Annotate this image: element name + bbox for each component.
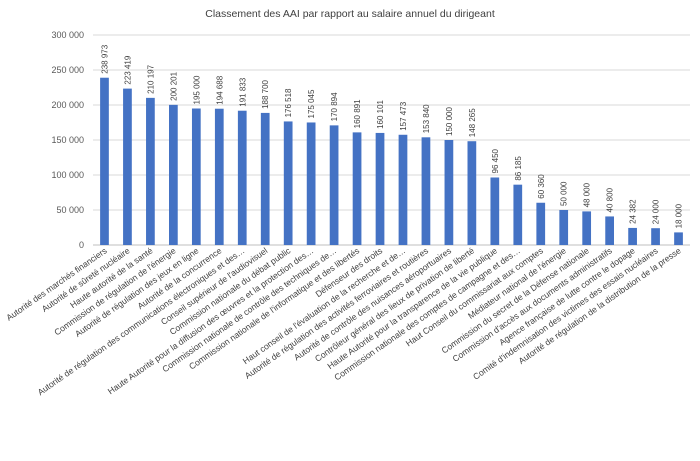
data-label: 86 185: [514, 156, 523, 181]
data-label: 153 840: [422, 104, 431, 133]
data-label: 194 688: [215, 75, 224, 104]
data-label: 18 000: [675, 203, 684, 228]
data-labels: 238 973 223 419 210 197 200 201 195 000 194 6…: [100, 44, 683, 228]
bar: [605, 216, 614, 245]
data-label: 238 973: [100, 44, 109, 73]
y-tick-label: 50 000: [56, 205, 84, 215]
bar: [628, 227, 637, 245]
bar: [582, 211, 592, 245]
data-label: 160 101: [376, 99, 385, 128]
y-tick-label: 300 000: [51, 30, 84, 40]
bar: [283, 121, 293, 245]
bar: [421, 137, 431, 245]
bar: [398, 134, 408, 245]
bars: [100, 77, 683, 246]
data-label: 40 800: [606, 187, 615, 212]
bar: [169, 104, 178, 245]
category-labels: Autorité des marchés financiersAutorité …: [4, 245, 683, 397]
bar: [329, 125, 339, 245]
data-label: 148 265: [468, 108, 477, 137]
bar: [237, 110, 247, 245]
data-label: 96 450: [491, 148, 500, 173]
chart-title: Classement des AAI par rapport au salair…: [205, 8, 495, 20]
y-tick-label: 200 000: [51, 100, 84, 110]
data-label: 24 000: [652, 199, 661, 224]
data-label: 160 891: [353, 99, 362, 128]
bar: [260, 112, 270, 245]
data-label: 223 419: [123, 55, 132, 84]
bar: [191, 108, 201, 245]
y-tick-label: 150 000: [51, 135, 84, 145]
gridlines: [93, 34, 690, 246]
y-axis-ticks: 0 50 000 100 000 150 000 200 000 250 000 300 0…: [51, 30, 84, 250]
bar: [375, 132, 385, 245]
data-label: 175 045: [307, 89, 316, 118]
bar: [674, 232, 683, 245]
data-label: 24 382: [629, 199, 638, 224]
data-label: 150 000: [445, 107, 454, 136]
data-label: 48 000: [583, 182, 592, 207]
data-label: 188 700: [261, 79, 270, 108]
bar: [214, 108, 224, 245]
data-label: 176 518: [284, 88, 293, 117]
bar: [467, 141, 477, 245]
bar: [513, 184, 523, 245]
bar: [536, 202, 546, 245]
bar: [306, 122, 316, 245]
y-tick-label: 100 000: [51, 170, 84, 180]
bar: [100, 77, 109, 245]
data-label: 191 833: [238, 77, 247, 106]
data-label: 200 201: [169, 71, 178, 100]
bar: [651, 228, 660, 245]
y-tick-label: 250 000: [51, 65, 84, 75]
data-label: 195 000: [192, 75, 201, 104]
data-label: 210 197: [146, 64, 155, 93]
bar: [444, 140, 454, 245]
data-label: 170 894: [330, 92, 339, 121]
bar: [559, 210, 569, 245]
data-label: 60 360: [537, 174, 546, 199]
data-label: 157 473: [399, 101, 408, 130]
bar: [490, 177, 500, 245]
bar: [352, 132, 362, 245]
data-label: 50 000: [560, 181, 569, 206]
y-tick-label: 0: [79, 240, 84, 250]
bar: [123, 88, 132, 246]
bar: [146, 97, 155, 246]
